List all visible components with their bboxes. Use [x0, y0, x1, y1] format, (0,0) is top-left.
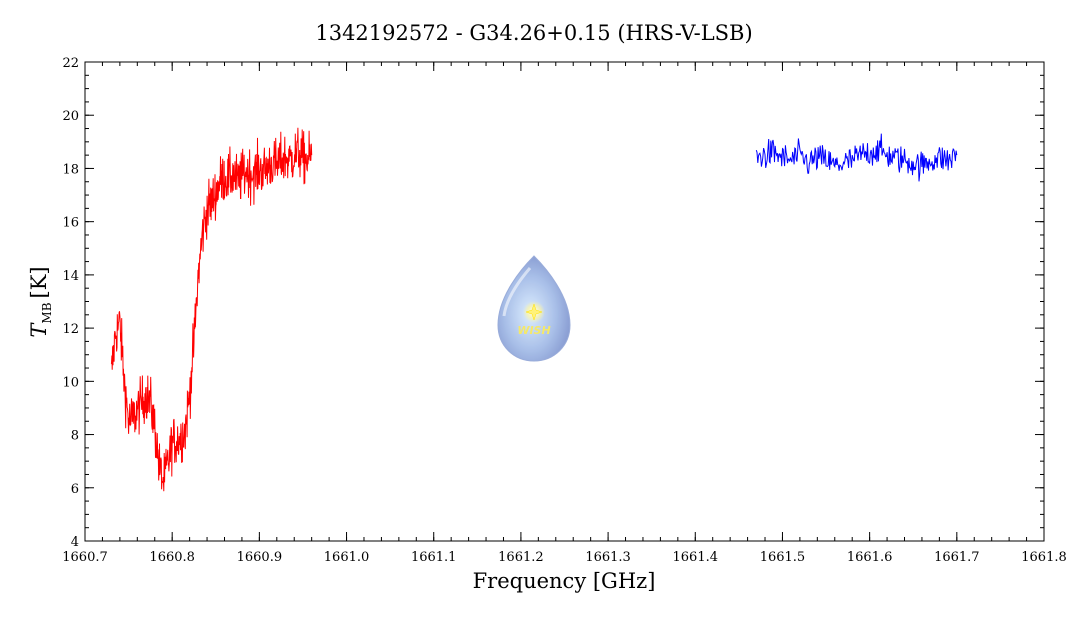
y-tick-label: 22: [62, 56, 79, 71]
x-tick-label: 1661.4: [673, 550, 719, 565]
x-tick-label: 1661.6: [847, 550, 893, 565]
y-tick-label: 10: [62, 375, 79, 390]
y-tick-label: 18: [62, 162, 79, 177]
x-tick-label: 1660.7: [62, 550, 108, 565]
x-tick-label: 1660.9: [237, 550, 283, 565]
y-axis-label-main: T: [27, 322, 51, 338]
logo-text: WISH: [517, 324, 550, 337]
star-icon: [525, 303, 543, 321]
x-tick-label: 1661.5: [760, 550, 806, 565]
series-line-red: [110, 127, 313, 492]
x-tick-label: 1661.2: [498, 550, 544, 565]
x-tick-label: 1661.0: [324, 550, 370, 565]
x-tick-label: 1661.1: [411, 550, 457, 565]
y-tick-label: 16: [62, 216, 79, 231]
y-tick-label: 8: [71, 429, 79, 444]
y-axis-label: TMB [K]: [27, 266, 54, 337]
y-tick-label: 14: [62, 269, 79, 284]
x-tick-label: 1661.8: [1021, 550, 1067, 565]
y-tick-label: 4: [71, 535, 79, 550]
y-axis-label-unit: [K]: [27, 266, 51, 298]
chart-title: 1342192572 - G34.26+0.15 (HRS-V-LSB): [315, 21, 752, 45]
x-tick-label: 1661.7: [934, 550, 980, 565]
y-tick-label: 20: [62, 109, 79, 124]
wish-logo: WISH: [497, 255, 571, 362]
series-line-blue: [755, 133, 958, 182]
y-tick-label: 12: [62, 322, 79, 337]
y-tick-label: 6: [71, 482, 79, 497]
x-axis-label: Frequency [GHz]: [473, 569, 656, 593]
x-tick-label: 1660.8: [149, 550, 195, 565]
x-tick-label: 1661.3: [585, 550, 631, 565]
y-axis-label-sub: MB: [40, 302, 54, 323]
